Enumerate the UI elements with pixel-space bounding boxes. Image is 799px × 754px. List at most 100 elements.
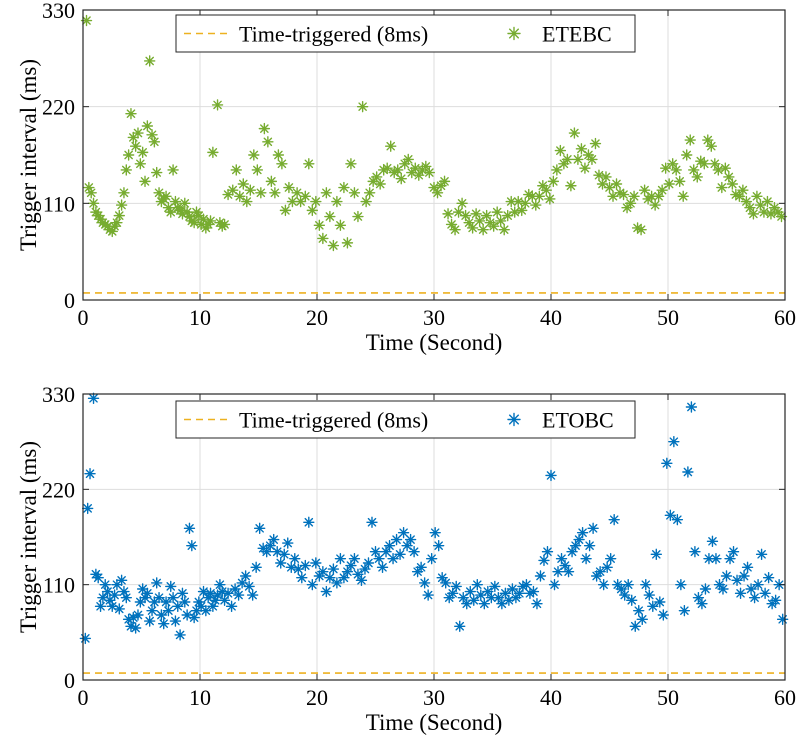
data-point xyxy=(324,572,336,584)
data-point xyxy=(143,55,156,67)
data-point xyxy=(165,206,177,218)
data-point xyxy=(222,188,234,201)
data-point xyxy=(516,204,528,217)
y-tick-label: 110 xyxy=(43,573,75,598)
data-point xyxy=(498,223,510,236)
data-point xyxy=(478,598,491,610)
data-point xyxy=(652,190,665,203)
data-point xyxy=(356,100,369,113)
data-point xyxy=(587,522,599,535)
data-point xyxy=(255,187,267,199)
data-point xyxy=(447,587,459,600)
data-point xyxy=(727,546,740,558)
data-point xyxy=(92,572,104,584)
data-point xyxy=(341,237,354,249)
data-point xyxy=(482,585,494,598)
data-point xyxy=(726,178,739,190)
data-point xyxy=(399,158,411,170)
data-point xyxy=(195,218,207,231)
y-tick-label: 220 xyxy=(42,95,75,120)
data-point xyxy=(523,188,535,201)
data-point xyxy=(450,580,462,593)
data-point xyxy=(141,120,154,132)
data-point xyxy=(449,223,461,236)
data-point xyxy=(573,533,585,546)
data-point xyxy=(565,180,577,192)
data-point xyxy=(169,195,182,208)
data-point xyxy=(234,190,246,203)
data-point xyxy=(227,184,239,196)
data-point xyxy=(127,611,140,624)
data-point xyxy=(432,539,445,552)
data-point xyxy=(463,216,475,229)
data-point xyxy=(214,578,226,591)
data-point xyxy=(689,546,701,558)
data-point xyxy=(169,615,182,627)
data-point xyxy=(338,572,350,584)
data-point xyxy=(452,206,465,218)
data-point xyxy=(125,107,137,120)
data-point xyxy=(106,225,118,238)
data-point xyxy=(762,572,775,584)
data-point xyxy=(204,587,217,600)
data-point xyxy=(237,178,249,190)
data-point xyxy=(631,222,644,234)
data-point xyxy=(269,187,281,199)
data-point xyxy=(202,218,214,231)
data-point xyxy=(647,600,659,613)
data-point xyxy=(548,578,561,591)
data-point xyxy=(593,169,605,181)
data-point xyxy=(97,591,109,604)
data-point xyxy=(218,218,231,231)
data-point xyxy=(538,554,550,567)
data-point xyxy=(355,574,368,587)
y-tick-label: 220 xyxy=(42,477,75,502)
data-point xyxy=(519,197,531,210)
data-point xyxy=(385,140,397,152)
points-layer xyxy=(79,392,789,645)
data-point xyxy=(129,140,142,152)
data-point xyxy=(457,591,469,604)
data-point xyxy=(292,563,304,575)
y-tick-label: 110 xyxy=(43,191,75,216)
data-point xyxy=(352,568,364,580)
data-point xyxy=(374,178,386,190)
data-point xyxy=(485,591,498,604)
data-point xyxy=(636,613,648,626)
data-point xyxy=(517,580,529,593)
data-point xyxy=(614,187,626,199)
data-point xyxy=(586,153,598,166)
data-point xyxy=(607,190,619,203)
data-point xyxy=(489,580,501,593)
data-point xyxy=(181,609,193,621)
y-tick-label: 330 xyxy=(42,382,75,407)
data-point xyxy=(264,539,276,552)
data-point xyxy=(413,169,425,181)
x-tick-label: 0 xyxy=(78,305,89,330)
data-point xyxy=(596,178,609,190)
data-point xyxy=(143,615,156,627)
data-point xyxy=(299,190,311,203)
data-point xyxy=(87,197,100,210)
data-point xyxy=(640,578,652,591)
data-point xyxy=(590,570,603,582)
data-point xyxy=(562,565,575,578)
data-point xyxy=(611,578,624,591)
legend-threshold-label: Time-triggered (8ms) xyxy=(239,408,428,433)
data-point xyxy=(246,589,259,601)
y-axis-label: Trigger interval (ms) xyxy=(16,441,41,633)
data-point xyxy=(195,600,207,613)
data-point xyxy=(470,208,482,220)
x-tick-label: 20 xyxy=(306,685,328,710)
data-point xyxy=(575,143,588,155)
data-point xyxy=(313,219,326,232)
data-point xyxy=(677,190,689,203)
data-point xyxy=(475,589,487,601)
data-point xyxy=(296,572,308,584)
data-point xyxy=(108,589,121,601)
data-point xyxy=(643,589,655,601)
data-point xyxy=(265,175,278,188)
data-point xyxy=(317,232,329,245)
data-point xyxy=(503,594,515,606)
data-point xyxy=(684,134,696,146)
